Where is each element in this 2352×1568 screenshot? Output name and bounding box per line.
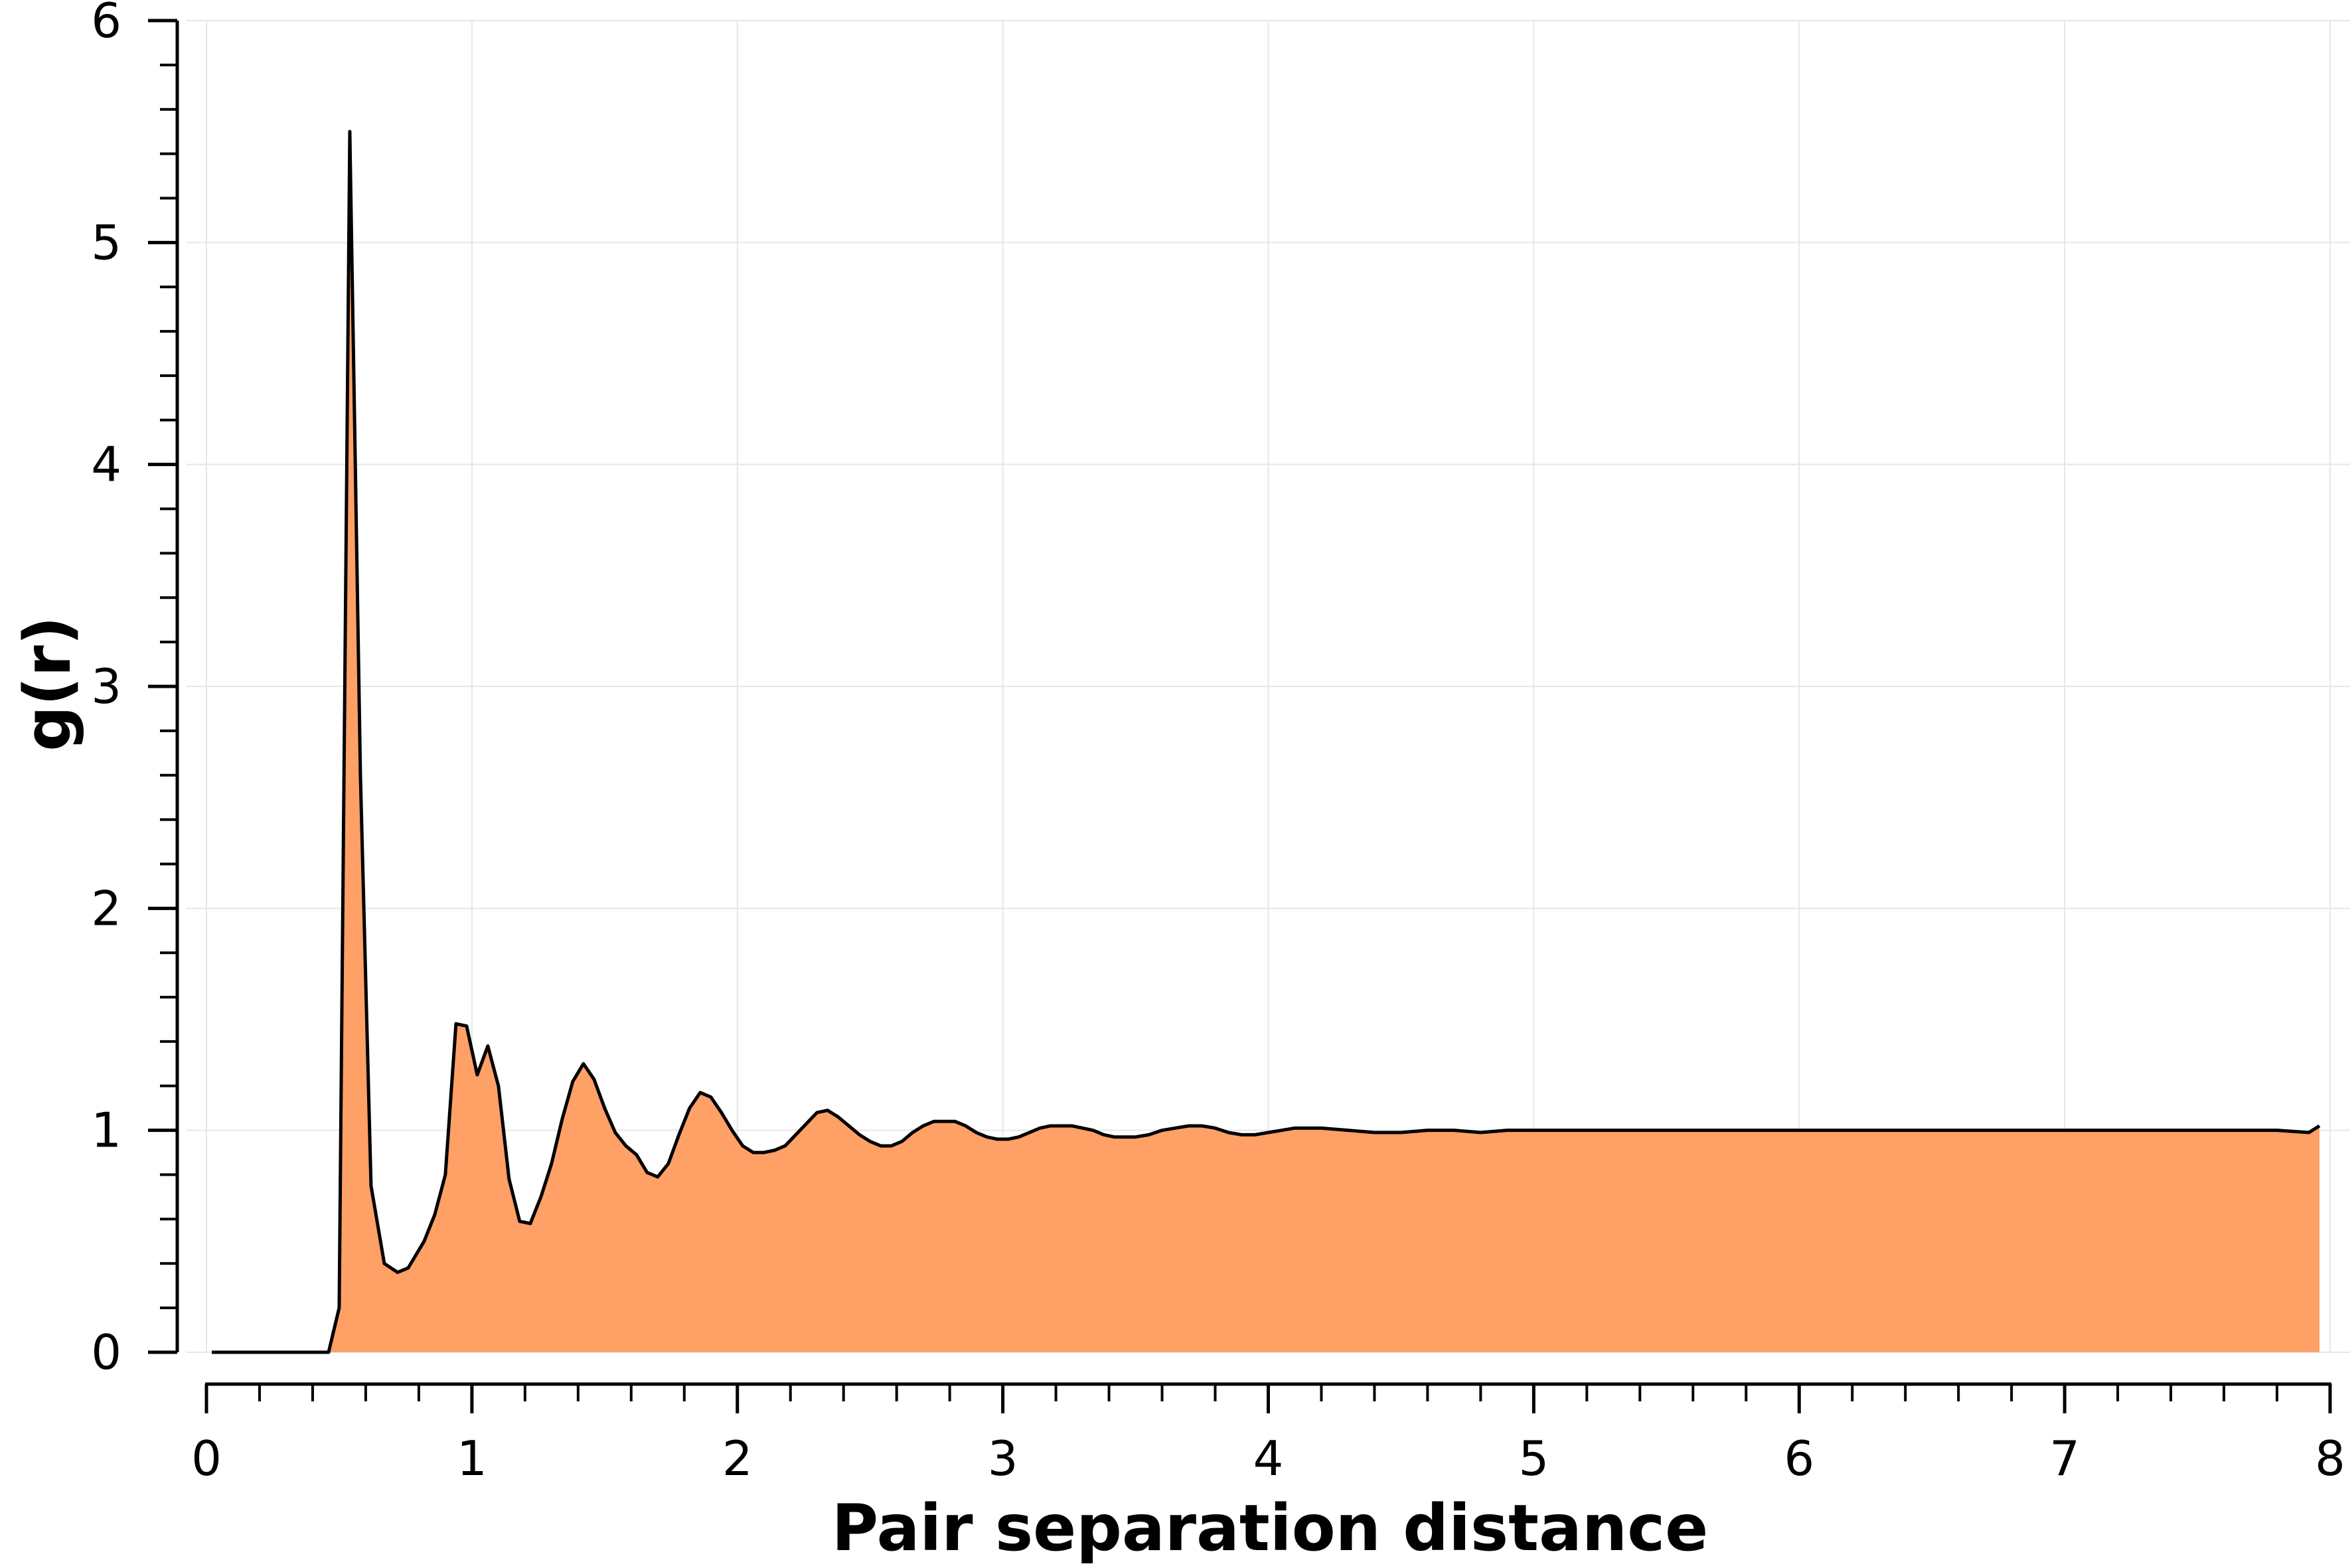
x-tick-label: 6 xyxy=(1784,1431,1814,1486)
x-tick-label: 8 xyxy=(2315,1431,2345,1486)
x-tick-label: 5 xyxy=(1518,1431,1549,1486)
x-axis: 0 1 2 3 4 5 6 7 8 xyxy=(191,1382,2345,1486)
x-tick-label: 3 xyxy=(988,1431,1018,1486)
y-tick-label: 2 xyxy=(91,880,121,936)
y-tick-label: 1 xyxy=(91,1103,121,1158)
y-tick-label: 4 xyxy=(91,437,121,493)
x-tick-label: 4 xyxy=(1253,1431,1284,1486)
plot-area xyxy=(211,129,2321,1354)
series-area-fill xyxy=(211,131,2320,1353)
y-axis-title: g(r) xyxy=(11,616,85,751)
y-axis: 0 1 2 3 4 5 6 xyxy=(91,0,179,1380)
y-tick-label: 3 xyxy=(91,659,121,714)
y-tick-label: 0 xyxy=(91,1324,121,1380)
x-tick-label: 2 xyxy=(722,1431,753,1486)
x-tick-label: 0 xyxy=(191,1431,222,1486)
x-tick-label: 7 xyxy=(2049,1431,2080,1486)
series-line xyxy=(211,129,2321,1354)
y-tick-label: 6 xyxy=(91,0,121,48)
x-tick-label: 1 xyxy=(457,1431,487,1486)
x-axis-title: Pair separation distance xyxy=(832,1491,1708,1565)
y-tick-label: 5 xyxy=(91,214,121,270)
